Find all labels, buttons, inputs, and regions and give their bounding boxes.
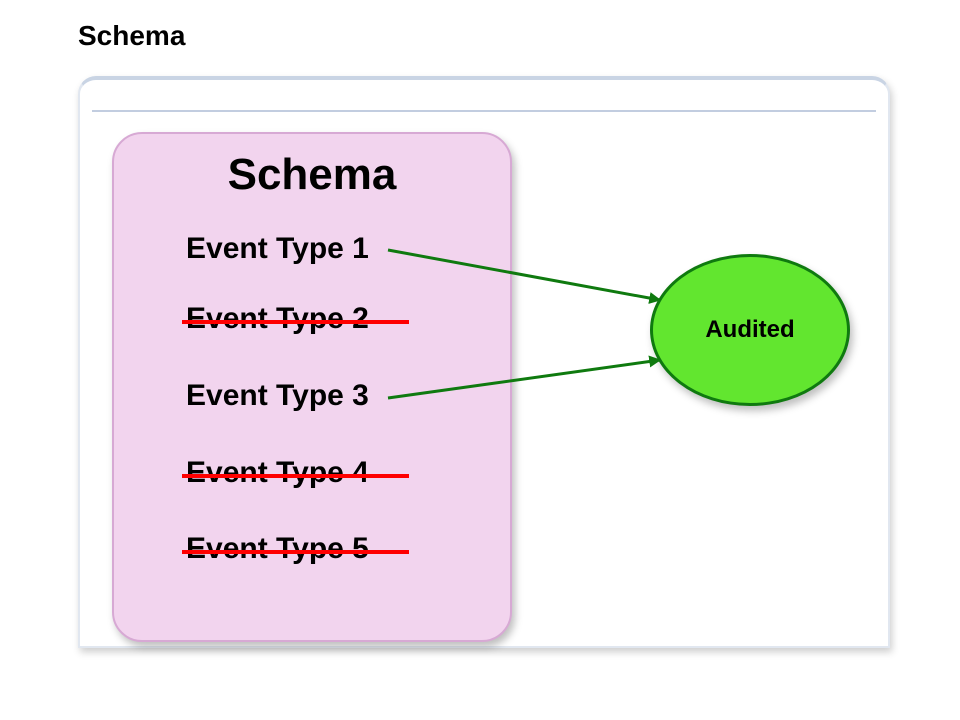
page-title: Schema [78, 20, 185, 52]
schema-box: Schema Event Type 1 Event Type 2 Event Typ… [112, 132, 512, 642]
event-row: Event Type 3 [186, 379, 369, 413]
strikethrough-line [182, 550, 409, 554]
audited-label: Audited [705, 316, 794, 344]
event-label: Event Type 5 [186, 532, 369, 565]
event-row: Event Type 2 [186, 302, 369, 336]
event-label: Event Type 3 [186, 379, 369, 412]
strikethrough-line [182, 320, 409, 324]
event-label: Event Type 4 [186, 456, 369, 489]
event-row: Event Type 5 [186, 532, 369, 566]
event-row: Event Type 4 [186, 456, 369, 490]
event-label: Event Type 1 [186, 232, 369, 265]
strikethrough-line [182, 474, 409, 478]
event-label: Event Type 2 [186, 302, 369, 335]
event-row: Event Type 1 [186, 232, 369, 266]
audited-node: Audited [650, 254, 850, 406]
schema-box-title: Schema [114, 150, 510, 200]
